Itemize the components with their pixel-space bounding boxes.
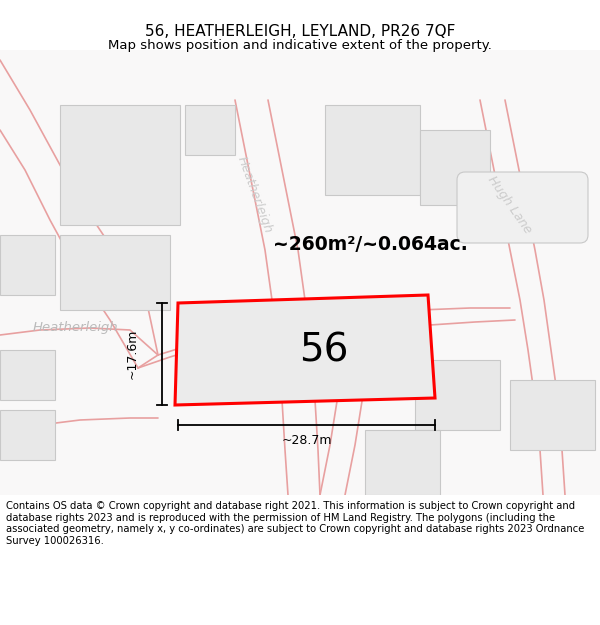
Text: 56, HEATHERLEIGH, LEYLAND, PR26 7QF: 56, HEATHERLEIGH, LEYLAND, PR26 7QF bbox=[145, 24, 455, 39]
Text: 56: 56 bbox=[299, 331, 349, 369]
Polygon shape bbox=[0, 410, 55, 460]
Text: ~260m²/~0.064ac.: ~260m²/~0.064ac. bbox=[272, 236, 467, 254]
Text: ~17.6m: ~17.6m bbox=[125, 329, 139, 379]
Polygon shape bbox=[510, 380, 595, 450]
Polygon shape bbox=[415, 360, 500, 430]
Text: Hugh Lane: Hugh Lane bbox=[485, 174, 535, 236]
Polygon shape bbox=[60, 105, 180, 225]
Polygon shape bbox=[325, 105, 420, 195]
Polygon shape bbox=[185, 105, 235, 155]
Polygon shape bbox=[60, 235, 170, 310]
Polygon shape bbox=[0, 235, 55, 295]
Text: Heatherleigh: Heatherleigh bbox=[235, 155, 275, 235]
Polygon shape bbox=[175, 295, 435, 405]
Text: Heatherleigh: Heatherleigh bbox=[32, 321, 118, 334]
Polygon shape bbox=[0, 350, 55, 400]
Text: ~28.7m: ~28.7m bbox=[281, 434, 332, 447]
Polygon shape bbox=[420, 130, 490, 205]
Polygon shape bbox=[365, 430, 440, 495]
FancyBboxPatch shape bbox=[457, 172, 588, 243]
Text: Contains OS data © Crown copyright and database right 2021. This information is : Contains OS data © Crown copyright and d… bbox=[6, 501, 584, 546]
Text: Map shows position and indicative extent of the property.: Map shows position and indicative extent… bbox=[108, 39, 492, 52]
